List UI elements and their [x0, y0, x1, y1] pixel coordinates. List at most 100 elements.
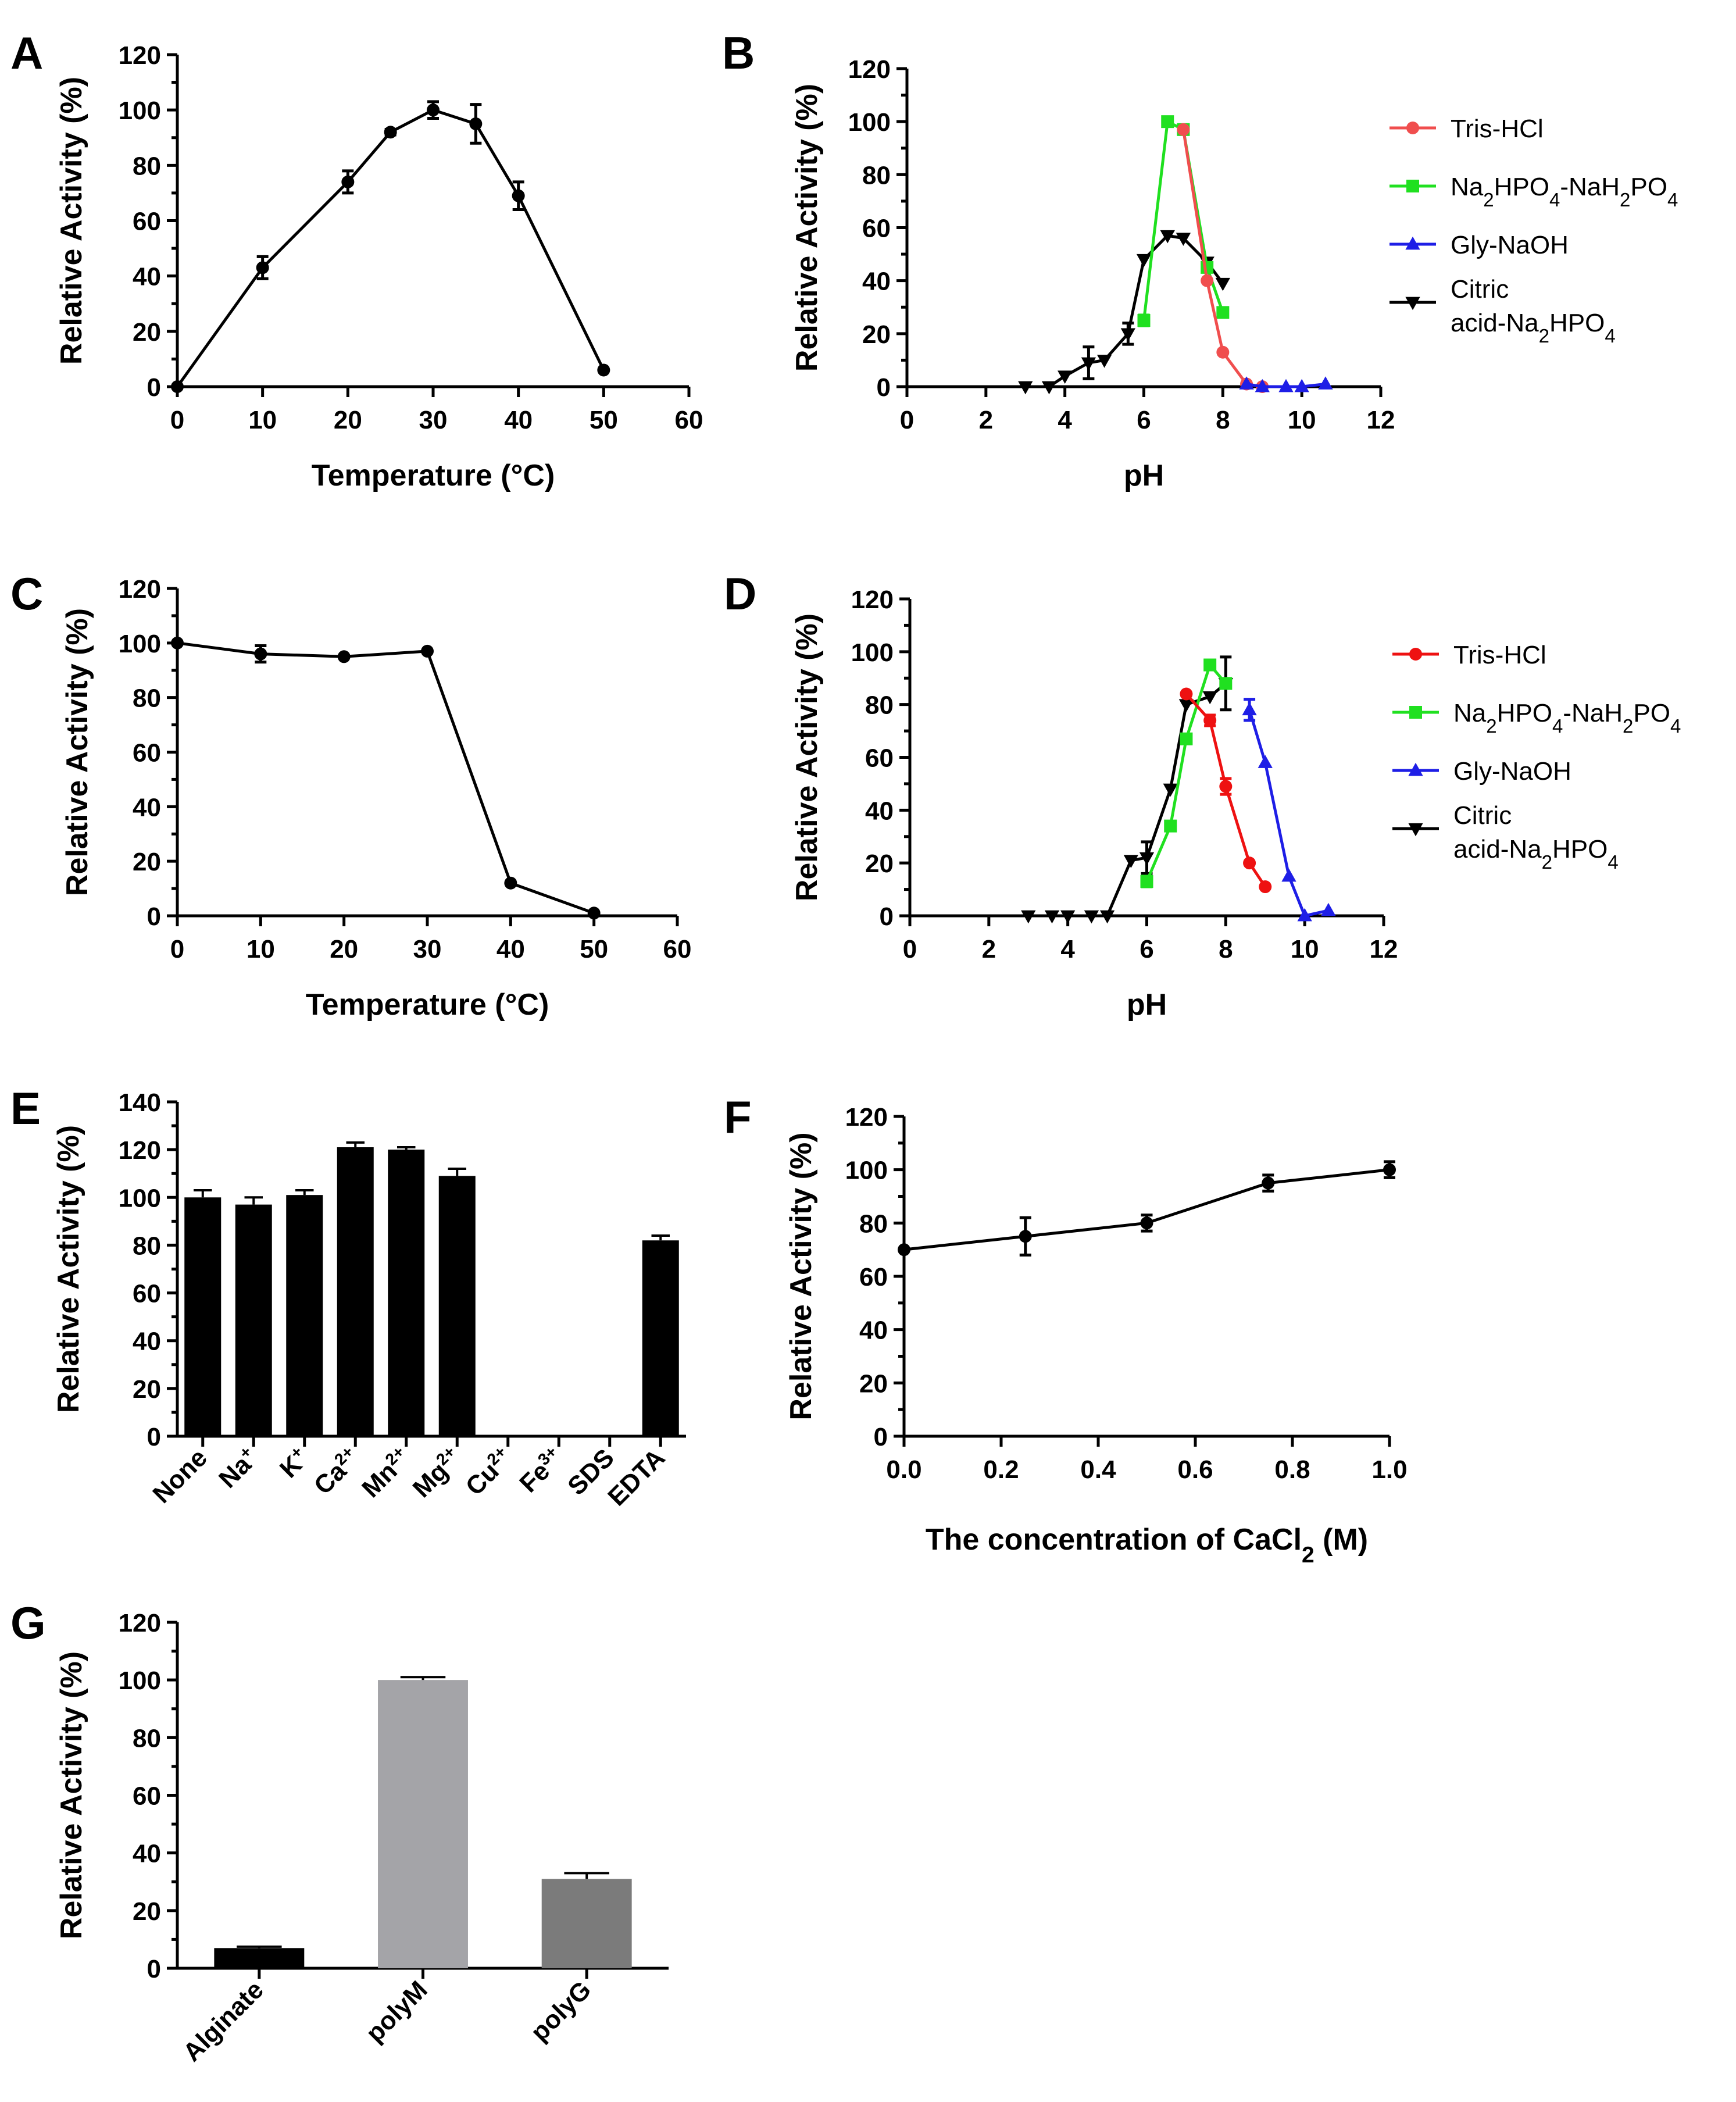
y-tick-label: 100 [119, 1666, 161, 1695]
text-run: Tris-HCl [1453, 641, 1546, 669]
data-point-circle [1140, 1216, 1153, 1230]
bar-edta [642, 1240, 679, 1436]
panel-F: F 0 20 40 60 80 100 120 Relative Activity (%) 0.0… [724, 1091, 1408, 1568]
y-tick-label: 0 [147, 373, 161, 402]
data-point-triangle-up [1278, 379, 1294, 392]
data-point-square [1216, 306, 1230, 319]
y-axis-label: Relative Activity (%) [790, 613, 824, 901]
text-run: Tris-HCl [1451, 115, 1544, 143]
x-tick-label: 0 [903, 935, 917, 963]
y-tick-label: 80 [859, 1209, 888, 1238]
y-tick-label: 80 [133, 152, 161, 180]
data-point-circle [1203, 713, 1217, 727]
y-tick-label: 20 [859, 1369, 888, 1398]
y-tick-label: 60 [133, 1280, 161, 1308]
data-point-circle [1409, 648, 1422, 661]
x-tick-label: 40 [504, 406, 533, 434]
data-point-triangle-down [1081, 357, 1096, 371]
text-run: PO [1633, 699, 1670, 727]
data-point-circle [256, 261, 269, 274]
x-tick-label: 20 [330, 935, 358, 963]
data-point-triangle-down [1041, 381, 1057, 395]
y-tick-label: 40 [133, 793, 161, 822]
y-tick-label: 20 [133, 1897, 161, 1926]
x-tick-label: 30 [419, 406, 448, 434]
y-axis-label: Relative Activity (%) [55, 1651, 88, 1939]
series-citric-acid-na2hpo4 [1021, 655, 1233, 924]
y-tick-label: 120 [119, 575, 161, 604]
data-point-triangle-down [1160, 230, 1175, 244]
bar-none [184, 1197, 222, 1436]
y-tick-label: 120 [848, 55, 891, 84]
series-gly-naoh [1239, 376, 1333, 392]
panel-letter: F [724, 1091, 752, 1143]
text-run: -NaH [1560, 173, 1620, 201]
text-run: HPO [1549, 309, 1605, 337]
text-run: The concentration of CaCl [926, 1523, 1302, 1557]
data-point-triangle-down [1163, 783, 1178, 797]
text-run: Temperature (°C) [312, 459, 555, 493]
data-point-triangle-up [1321, 902, 1336, 916]
data-point-triangle-up [1408, 762, 1423, 776]
x-tick-label: 50 [590, 406, 618, 434]
data-point-circle [1259, 880, 1272, 894]
data-point-circle [421, 644, 434, 658]
y-tick-label: 40 [865, 797, 894, 825]
text-run: Gly-NaOH [1451, 231, 1569, 259]
y-tick-label: 100 [848, 108, 891, 137]
series-na2hpo4-nah2po4 [1140, 658, 1233, 888]
text-run: pH [1124, 459, 1164, 493]
legend-label: Gly-NaOH [1453, 757, 1571, 786]
category-base: polyM [360, 1975, 433, 2048]
subscript: 2 [1620, 189, 1630, 210]
x-category-label: Ca2+ [308, 1443, 365, 1500]
data-point-circle [512, 189, 525, 202]
y-axis-label: Relative Activity (%) [55, 77, 88, 365]
x-tick-label: 6 [1137, 406, 1151, 434]
subscript: 4 [1549, 189, 1560, 210]
panel-G: G 0 20 40 60 80 100 120 Relative Activity (%) Alg… [10, 1597, 669, 2067]
data-point-circle [1383, 1163, 1396, 1176]
data-point-circle [384, 126, 397, 139]
text-run: Na [1451, 173, 1484, 201]
data-point-square [1219, 677, 1233, 690]
bar-mn [388, 1150, 425, 1436]
data-point-circle [587, 907, 601, 920]
y-tick-label: 20 [133, 1375, 161, 1404]
data-point-circle [1201, 274, 1214, 287]
panel-E: E 0 20 40 60 80 100 120 140 Relative Activity (%)… [10, 1083, 686, 1511]
x-tick-label: 20 [334, 406, 362, 434]
y-tick-label: 80 [133, 1724, 161, 1753]
panel-letter: G [10, 1597, 46, 1648]
y-axis-label: Relative Activity (%) [784, 1132, 818, 1420]
x-tick-label: 2 [979, 406, 993, 434]
x-tick-label: 50 [580, 935, 608, 963]
x-axis-label: The concentration of CaCl2 (M) [926, 1523, 1368, 1568]
y-tick-label: 40 [133, 263, 161, 291]
x-category-label: Cu2+ [459, 1443, 518, 1501]
x-tick-label: 0.4 [1080, 1455, 1116, 1484]
data-point-triangle-up [1281, 868, 1296, 882]
panel-B: B 0 20 40 60 80 100 120 Relative Activity (%) 0 2 4… [722, 27, 1678, 493]
x-tick-label: 10 [1288, 406, 1316, 434]
y-axis-label: Relative Activity (%) [790, 84, 824, 372]
text-run: acid-Na [1453, 835, 1542, 863]
data-point-triangle-up [1255, 379, 1270, 392]
panel-letter: D [724, 568, 756, 619]
x-tick-label: 0.6 [1177, 1455, 1213, 1484]
x-category-label: K+ [273, 1443, 314, 1483]
x-axis-label: Temperature (°C) [312, 459, 555, 493]
x-tick-label: 60 [675, 406, 703, 434]
bar-k [286, 1195, 323, 1436]
text-run: (M) [1314, 1523, 1368, 1557]
y-tick-label: 0 [874, 1423, 888, 1451]
x-category-label: None [147, 1443, 212, 1508]
subscript: 4 [1605, 325, 1615, 347]
y-tick-label: 120 [119, 41, 161, 70]
series-main [171, 636, 601, 920]
text-run: Temperature (°C) [306, 988, 549, 1022]
data-point-triangle-down [1060, 910, 1076, 924]
subscript: 4 [1670, 715, 1681, 737]
category-base: Alginate [178, 1975, 269, 2067]
data-point-circle [1177, 123, 1190, 136]
